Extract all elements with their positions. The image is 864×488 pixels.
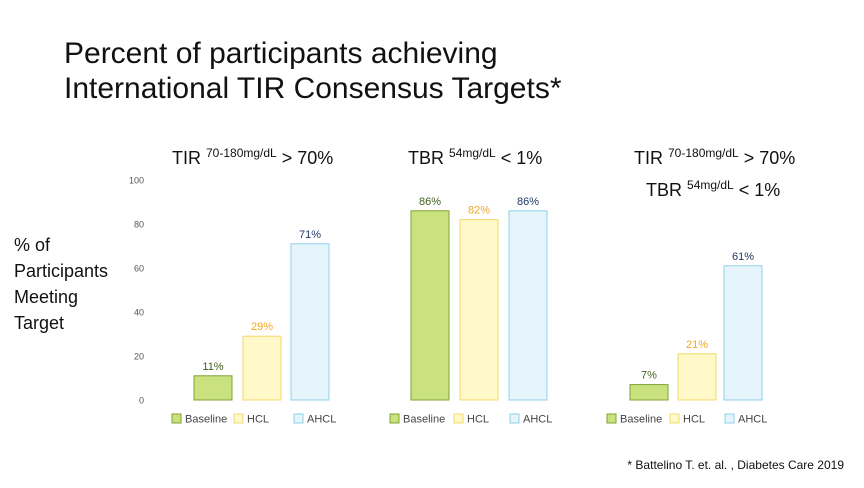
data-label-2-baseline: 86%	[419, 196, 441, 208]
legend-label-1-hcl: HCL	[247, 414, 269, 426]
heading-combined-tbr: TBR 54mg/dL < 1%	[646, 178, 780, 204]
bar-1-ahcl	[290, 243, 330, 401]
bar-1-baseline	[193, 375, 233, 401]
y-tick-label-0: 0	[139, 396, 144, 406]
heading-combined-tir-sup: 70-180mg/dL	[668, 146, 739, 160]
bar-2-ahcl	[508, 210, 548, 401]
bar-3-hcl	[677, 353, 717, 401]
data-label-3-hcl: 21%	[686, 339, 708, 351]
heading-combined-tir: TIR 70-180mg/dL > 70%	[634, 146, 795, 172]
legend-swatch-2-hcl	[453, 413, 464, 424]
bar-1-hcl	[242, 335, 282, 401]
legend-label-2-hcl: HCL	[467, 414, 489, 426]
legend-label-3-ahcl: AHCL	[738, 414, 767, 426]
data-label-3-ahcl: 61%	[732, 251, 754, 263]
bar-2-hcl	[459, 219, 499, 401]
title-line-2: International TIR Consensus Targets*	[64, 72, 562, 105]
legend-label-2-baseline: Baseline	[403, 414, 445, 426]
y-axis-label-line-1: % of	[14, 235, 51, 255]
heading-combined-tbr-suffix: < 1%	[733, 180, 781, 200]
legend-swatch-3-baseline	[606, 413, 617, 424]
citation: * Battelino T. et. al. , Diabetes Care 2…	[627, 458, 844, 472]
legend-label-1-baseline: Baseline	[185, 414, 227, 426]
bar-3-baseline	[629, 384, 669, 401]
legend-label-2-ahcl: AHCL	[523, 414, 552, 426]
legend-label-1-ahcl: AHCL	[307, 414, 336, 426]
legend-swatch-3-ahcl	[724, 413, 735, 424]
y-tick-label-5: 100	[129, 176, 144, 186]
heading-tir-prefix: TIR	[172, 148, 206, 168]
legend-label-3-baseline: Baseline	[620, 414, 662, 426]
heading-combined-tir-suffix: > 70%	[738, 148, 796, 168]
legend-swatch-2-baseline	[389, 413, 400, 424]
bar-3-ahcl	[723, 265, 763, 401]
heading-tir-sup: 70-180mg/dL	[206, 146, 277, 160]
legend-swatch-3-hcl	[669, 413, 680, 424]
y-tick-label-3: 60	[134, 264, 144, 274]
heading-tir: TIR 70-180mg/dL > 70%	[172, 146, 333, 172]
heading-tbr: TBR 54mg/dL < 1%	[408, 146, 542, 172]
y-axis-label-line-4: Target	[14, 313, 65, 333]
heading-combined-tbr-sup: 54mg/dL	[687, 178, 734, 192]
heading-combined-tbr-prefix: TBR	[646, 180, 688, 200]
heading-combined-tir-prefix: TIR	[634, 148, 668, 168]
y-axis-label: % of Participants Meeting Target	[14, 232, 108, 336]
title-line-1: Percent of participants achieving	[64, 37, 498, 70]
data-label-3-baseline: 7%	[641, 370, 657, 382]
slide-title: Percent of participants achieving Intern…	[64, 36, 784, 106]
y-tick-label-4: 80	[134, 220, 144, 230]
bar-2-baseline	[410, 210, 450, 401]
legend-swatch-1-ahcl	[293, 413, 304, 424]
heading-tbr-prefix: TBR	[408, 148, 450, 168]
y-axis-label-line-2: Participants	[14, 261, 109, 281]
heading-tbr-sup: 54mg/dL	[449, 146, 496, 160]
y-axis-label-line-3: Meeting	[14, 287, 79, 307]
data-label-1-hcl: 29%	[251, 321, 273, 333]
heading-tbr-suffix: < 1%	[495, 148, 543, 168]
legend-swatch-2-ahcl	[509, 413, 520, 424]
heading-tir-suffix: > 70%	[276, 148, 334, 168]
data-label-2-ahcl: 86%	[517, 196, 539, 208]
data-label-2-hcl: 82%	[468, 205, 490, 217]
y-tick-label-1: 20	[134, 352, 144, 362]
data-label-1-ahcl: 71%	[299, 229, 321, 241]
legend-label-3-hcl: HCL	[683, 414, 705, 426]
data-label-1-baseline: 11%	[202, 361, 223, 373]
legend-swatch-1-hcl	[233, 413, 244, 424]
legend-swatch-1-baseline	[171, 413, 182, 424]
y-tick-label-2: 40	[134, 308, 144, 318]
